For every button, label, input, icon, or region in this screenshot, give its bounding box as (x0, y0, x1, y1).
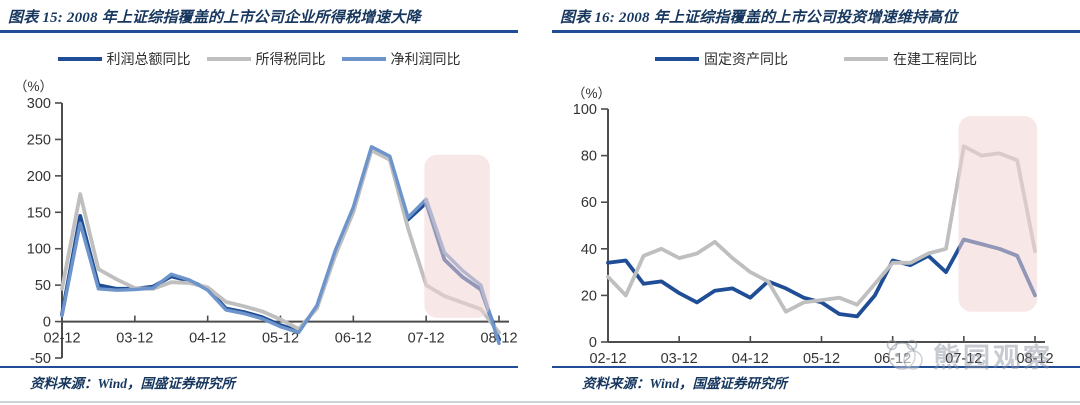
y-tick-label: 20 (581, 288, 597, 304)
legend-item: 净利润同比 (341, 49, 461, 69)
x-tick-label: 06-12 (874, 351, 911, 364)
legend-label: 所得税同比 (255, 53, 326, 68)
x-tick-label: 02-12 (589, 351, 626, 364)
y-tick-label: 100 (27, 242, 51, 258)
source-text: 资料来源：Wind，国盛证券研究所 (582, 376, 788, 391)
highlight-region (424, 154, 490, 318)
figure-15-card: 图表 15: 2008 年上证综指覆盖的上市公司企业所得税增速大降 利润总额同比… (0, 0, 518, 405)
y-tick-label: 40 (581, 242, 597, 258)
x-tick-label: 04-12 (732, 351, 769, 364)
y-tick-label: 60 (581, 195, 597, 211)
x-tick-label: 08-12 (1016, 351, 1053, 364)
x-tick-label: 05-12 (262, 331, 299, 347)
y-tick-label: 300 (27, 96, 51, 112)
legend: 利润总额同比 所得税同比 净利润同比 (0, 50, 518, 68)
legend-item: 所得税同比 (206, 49, 326, 69)
x-tick-label: 05-12 (803, 351, 840, 364)
x-tick-label: 07-12 (408, 331, 445, 347)
title-divider (552, 30, 1080, 33)
legend-line-swatch (341, 57, 386, 61)
line-chart-profit-tax: （%） 300 250 200 150 100 50 0 -50 02-12 03-12 04-12 0… (14, 79, 518, 364)
y-tick-label: 50 (35, 278, 51, 294)
y-tick-label: 0 (43, 315, 51, 331)
x-tick-label: 04-12 (189, 331, 226, 347)
x-tick-label: 06-12 (335, 331, 372, 347)
y-tick-label: 80 (581, 149, 597, 165)
legend-label: 在建工程同比 (893, 53, 977, 68)
title-divider (0, 30, 518, 33)
y-tick-label: 250 (27, 132, 51, 148)
x-tick-label: 03-12 (661, 351, 698, 364)
y-tick-label: 150 (27, 205, 51, 221)
legend-item: 固定资产同比 (655, 49, 788, 69)
page-bottom-divider (0, 401, 1080, 403)
x-tick-label: 03-12 (116, 331, 153, 347)
legend-item: 利润总额同比 (57, 49, 191, 69)
legend-line-swatch (655, 57, 699, 61)
legend-line-swatch (57, 57, 102, 61)
legend-line-swatch (844, 57, 888, 61)
legend-label: 固定资产同比 (704, 53, 788, 68)
line-chart-investment: （%）100 80 60 40 20 002-12 03-12 04-12 05-12 06-12… (572, 86, 1054, 364)
figure-16-title: 图表 16: 2008 年上证综指覆盖的上市公司投资增速维持高位 (560, 10, 958, 26)
x-tick-label: 07-12 (945, 351, 982, 364)
figure-16-card: 图表 16: 2008 年上证综指覆盖的上市公司投资增速维持高位 固定资产同比 在… (552, 0, 1080, 405)
x-tick-label: 02-12 (43, 331, 80, 347)
legend: 固定资产同比 在建工程同比 (552, 50, 1080, 68)
source-divider (552, 366, 1080, 368)
unit-label: （%） (572, 86, 611, 101)
source-divider (0, 366, 518, 368)
legend-item: 在建工程同比 (844, 49, 977, 69)
unit-label: （%） (14, 79, 53, 94)
y-tick-label: 0 (589, 335, 597, 351)
y-tick-label: 200 (27, 169, 51, 185)
legend-line-swatch (206, 57, 251, 61)
figure-15-title: 图表 15: 2008 年上证综指覆盖的上市公司企业所得税增速大降 (8, 10, 421, 26)
y-tick-label: -50 (30, 351, 51, 364)
legend-label: 利润总额同比 (106, 53, 191, 68)
highlight-region (958, 116, 1038, 312)
y-tick-label: 100 (573, 102, 597, 118)
legend-label: 净利润同比 (390, 53, 461, 68)
source-text: 资料来源：Wind，国盛证券研究所 (30, 376, 236, 391)
